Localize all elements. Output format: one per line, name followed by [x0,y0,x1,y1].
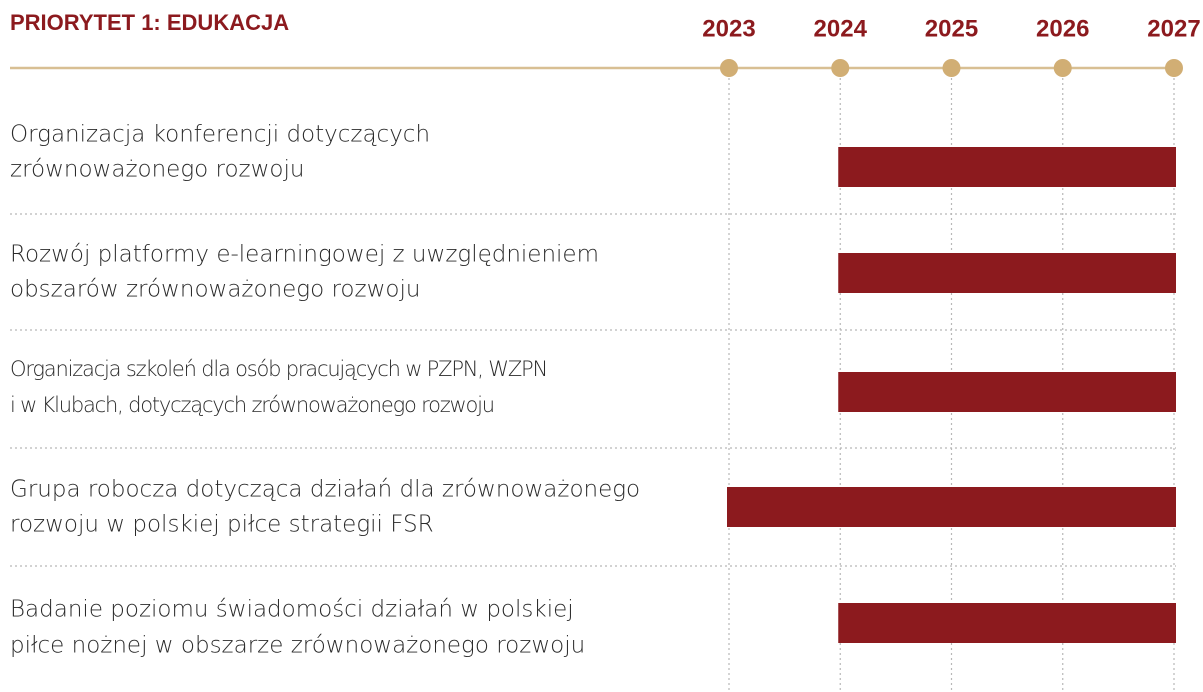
x-tick-label: 2024 [814,15,868,42]
task-label: Grupa robocza dotycząca działań dla zrów… [10,477,640,503]
x-tick-label: 2025 [925,15,978,42]
bar [727,487,1176,527]
bar [838,253,1176,293]
task-label: zrównoważonego rozwoju [10,157,304,183]
bar [838,372,1176,412]
tick-dot [1053,59,1072,77]
task-label: piłce nożnej w obszarze zrównoważonego r… [10,633,585,659]
task-label: Organizacja szkoleń dla osób pracujących… [10,357,547,381]
tick-dot [831,59,850,77]
task-label: Badanie poziomu świadomości działań w po… [10,597,574,623]
task-label: obszarów zrównoważonego rozwoju [10,277,420,303]
task-label: Organizacja konferencji dotyczących [10,122,430,148]
bar [838,603,1176,643]
task-label: rozwoju w polskiej piłce strategii FSR [10,512,434,538]
bar [838,147,1176,187]
task-label: i w Klubach, dotyczących zrównoważonego … [10,393,494,417]
tick-dot [942,59,961,77]
x-tick-label: 2026 [1036,15,1089,42]
x-tick-label: 2023 [702,15,755,42]
tick-dot [720,59,738,77]
tick-dot [1165,59,1183,77]
x-tick-label: 2027 [1147,15,1200,42]
row-separators [10,213,1176,567]
chart-title: PRIORYTET 1: EDUKACJA [10,10,289,35]
task-label: Rozwój platformy e-learningowej z uwzglę… [10,242,599,268]
